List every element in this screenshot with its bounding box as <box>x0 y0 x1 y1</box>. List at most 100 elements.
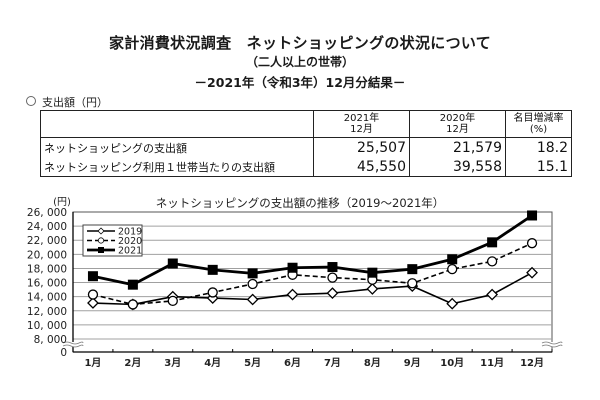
data-point-2021 <box>127 279 138 290</box>
row-label: ネットショッピングの支出額 <box>40 137 314 157</box>
data-point-2021 <box>247 268 258 279</box>
data-point-2020 <box>486 256 498 267</box>
data-point-2019 <box>526 266 538 279</box>
series-2020 <box>87 238 538 310</box>
legend-label: 2019 <box>118 227 142 238</box>
x-tick-label: 7月 <box>324 357 341 369</box>
axis-break-icon <box>62 341 84 345</box>
data-point-2020 <box>447 263 458 275</box>
axis-break-mask <box>65 342 81 347</box>
value-2021: 25,507 <box>313 137 410 157</box>
series-line-2019 <box>92 271 533 306</box>
page-title: 家計消費状況調査 ネットショッピングの状況について <box>108 34 492 52</box>
data-point-2021 <box>447 254 458 265</box>
section-heading: 支出額（円） <box>26 94 108 110</box>
value-rate: 18.2 <box>505 137 572 157</box>
report-period: －2021年（令和3年）12月分結果－ <box>194 75 406 90</box>
table-header-cell <box>40 110 314 138</box>
plot-frame <box>72 211 553 353</box>
data-point-2021 <box>287 262 298 273</box>
section-heading-text: 支出額（円） <box>42 96 108 109</box>
legend-label: 2021 <box>118 246 142 257</box>
page-subtitle: （二人以上の世帯） <box>245 55 354 69</box>
y-tick-label: 26, 000 <box>27 207 67 219</box>
col-rate-line1: 名目増減率 <box>513 113 564 124</box>
row-label: ネットショッピング利用１世帯当たりの支出額 <box>40 157 314 177</box>
y-tick-label: 8, 000 <box>34 334 67 346</box>
x-tick-label: 2月 <box>124 357 141 369</box>
axis-break-icon <box>541 344 563 348</box>
summary-table: 2021年 12月 2020年 12月 名目増減率 (%) ネットショッピングの支出額… <box>40 110 572 177</box>
data-point-2019 <box>286 288 299 301</box>
value-2020: 21,579 <box>409 137 506 157</box>
data-point-2021 <box>367 267 378 278</box>
data-point-2020 <box>207 287 218 298</box>
x-tick-label: 8月 <box>364 357 381 369</box>
data-point-2019 <box>446 297 459 310</box>
data-point-2021 <box>87 271 98 282</box>
y-tick-label: 16, 000 <box>27 278 67 290</box>
axis-break-mask <box>544 342 560 347</box>
table-row: ネットショッピング利用１世帯当たりの支出額 45,550 39,558 15.1 <box>40 157 572 177</box>
series-2019 <box>87 266 538 311</box>
circle-marker-icon <box>97 237 105 244</box>
value-2020: 39,558 <box>409 157 506 177</box>
data-point-2020 <box>167 295 178 307</box>
series-line-2021 <box>92 214 533 287</box>
square-marker-icon <box>98 247 104 253</box>
y-tick-label: 12, 000 <box>27 306 67 318</box>
data-point-2021 <box>407 264 418 275</box>
x-axis-ticks: 1月 2月 3月 4月 5月 6月 7月 8月 9月 10月 11月 12月 <box>72 349 553 369</box>
table-row: ネットショッピングの支出額 25,507 21,579 18.2 <box>40 137 572 157</box>
table-header-row: 2021年 12月 2020年 12月 名目増減率 (%) <box>40 110 572 138</box>
data-point-2019 <box>246 293 259 306</box>
value-rate: 15.1 <box>505 157 572 177</box>
circle-bullet-icon <box>26 96 36 106</box>
data-point-2020 <box>327 272 338 283</box>
table-header-cell: 名目増減率 (%) <box>505 110 572 138</box>
y-tick-label: 24, 000 <box>27 221 67 233</box>
square-marker-icon <box>98 247 104 253</box>
data-point-2019 <box>486 288 499 301</box>
x-tick-label: 1月 <box>84 357 101 369</box>
data-point-2021 <box>207 264 218 275</box>
col-rate-line2: (%) <box>529 124 548 135</box>
series-line-2020 <box>92 242 533 306</box>
data-point-2019 <box>366 282 379 295</box>
x-tick-label: 10月 <box>440 357 464 369</box>
y-tick-label: 14, 000 <box>27 292 67 304</box>
data-point-2019 <box>87 297 99 309</box>
y-tick-label: 20, 000 <box>27 249 67 261</box>
chart-title: ネットショッピングの支出額の推移（2019～2021年） <box>156 196 445 210</box>
x-tick-label: 11月 <box>480 357 504 369</box>
data-point-2020 <box>127 299 139 310</box>
y-tick-label: 10, 000 <box>27 320 67 332</box>
x-tick-label: 6月 <box>284 357 301 369</box>
y-axis-unit: (円) <box>53 197 71 208</box>
data-point-2021 <box>527 210 538 221</box>
axis-break-icon <box>62 344 84 348</box>
y-tick-label: 18, 000 <box>27 263 67 275</box>
data-point-2021 <box>167 258 178 269</box>
x-tick-label: 5月 <box>244 357 261 369</box>
diamond-marker-icon <box>97 227 105 235</box>
y-tick-label: 0 <box>60 347 67 359</box>
data-point-2020 <box>247 278 258 290</box>
x-tick-label: 3月 <box>164 357 181 369</box>
series-2021 <box>87 210 538 290</box>
y-tick-label: 22, 000 <box>27 235 67 247</box>
x-tick-label: 12月 <box>520 357 544 369</box>
col-2021-line1: 2021年 <box>343 113 380 124</box>
circle-marker-icon <box>97 237 105 244</box>
y-axis-ticks: 08, 000 10, 000 12, 000 14, 000 16, 000 18, 0… <box>27 207 67 359</box>
col-2020-line1: 2020年 <box>439 113 476 124</box>
x-tick-label: 9月 <box>404 357 421 369</box>
data-point-2019 <box>326 287 339 300</box>
x-tick-label: 4月 <box>204 357 221 369</box>
diamond-marker-icon <box>97 227 105 235</box>
series-group <box>87 210 538 311</box>
col-2021-line2: 12月 <box>350 124 373 135</box>
data-point-2020 <box>407 278 418 289</box>
legend-label: 2020 <box>118 236 142 247</box>
